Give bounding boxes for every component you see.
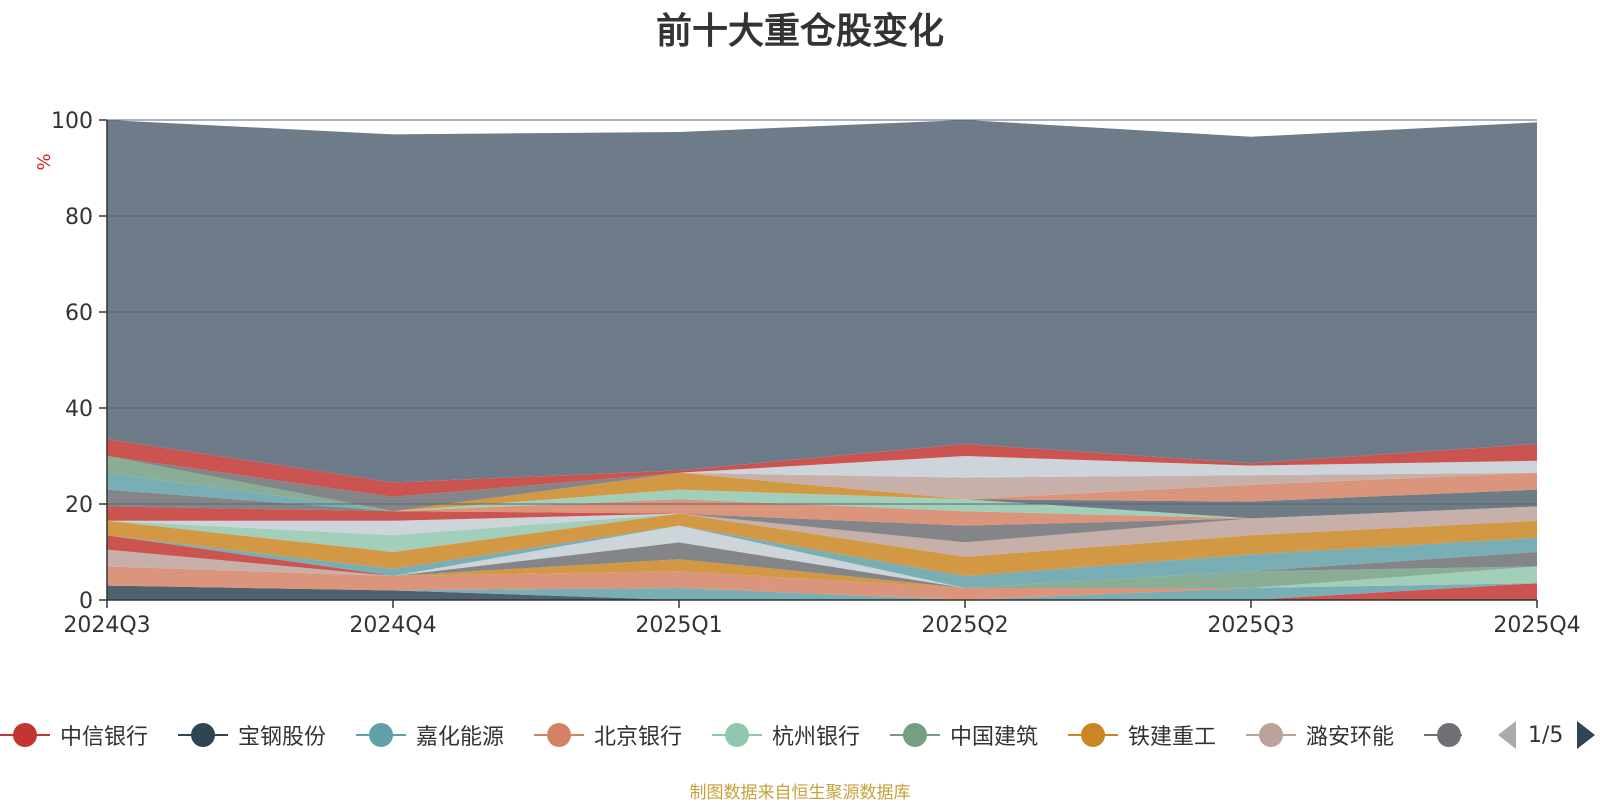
- legend-item[interactable]: 杭州银行: [712, 715, 860, 755]
- y-tick-label: 80: [65, 205, 93, 230]
- legend-page-indicator: 1/5: [1528, 722, 1564, 748]
- legend-marker-icon: [356, 723, 406, 747]
- legend-item[interactable]: 中信银行: [0, 715, 148, 755]
- y-axis-label: %: [34, 153, 55, 170]
- legend-marker-icon: [1246, 723, 1296, 747]
- area-series-16: [107, 506, 1537, 557]
- x-tick-label: 2025Q2: [921, 613, 1008, 638]
- x-tick-label: 2024Q4: [349, 613, 436, 638]
- y-tick-label: 40: [65, 397, 93, 422]
- legend-marker-icon: [1068, 723, 1118, 747]
- axes: 0 20 40 60 80 100 2024Q3 2024Q4 2025Q1 2025Q2 2025…: [34, 109, 1581, 638]
- area-series-20: [107, 506, 1537, 543]
- legend-marker-icon: [890, 723, 940, 747]
- legend-marker-icon: [534, 723, 584, 747]
- legend-label: 潞安环能: [1306, 725, 1395, 750]
- area-series-34: [107, 120, 1537, 483]
- area-series-3: [107, 583, 1537, 600]
- legend-items: 中信银行 宝钢股份 嘉化能源 北京银行 杭州银行 中国建筑 铁建重工 潞安环能 美: [0, 715, 1462, 755]
- area-series-28: [107, 472, 1537, 512]
- legend-item[interactable]: 宝钢股份: [178, 715, 326, 755]
- area-series-14: [107, 525, 1537, 588]
- legend-pager: 1/5: [1498, 715, 1596, 755]
- area-series-15: [107, 513, 1537, 576]
- x-tick-label: 2024Q3: [63, 613, 150, 638]
- area-series-27: [107, 472, 1537, 512]
- y-tick-label: 0: [79, 589, 93, 614]
- legend-label: 宝钢股份: [238, 725, 327, 750]
- area-series-23: [107, 489, 1537, 526]
- legend-marker-icon: [712, 723, 762, 747]
- x-tick-label: 2025Q3: [1207, 613, 1294, 638]
- legend-marker-icon: [178, 723, 228, 747]
- legend-marker-icon: [0, 723, 50, 747]
- y-tick-label: 100: [51, 109, 93, 134]
- legend-label: 嘉化能源: [416, 725, 505, 750]
- x-tick-label: 2025Q1: [635, 613, 722, 638]
- legend-item[interactable]: 美: [1424, 715, 1462, 755]
- area-series-25: [107, 489, 1537, 519]
- y-tick-label: 60: [65, 301, 93, 326]
- legend-label: 中国建筑: [950, 725, 1039, 750]
- legend-item[interactable]: 嘉化能源: [356, 715, 504, 755]
- legend: 中信银行 宝钢股份 嘉化能源 北京银行 杭州银行 中国建筑 铁建重工 潞安环能 美: [0, 715, 1600, 755]
- legend-label: 铁建重工: [1128, 725, 1217, 750]
- grid-lines: [107, 119, 1537, 505]
- data-source-note: 制图数据来自恒生聚源数据库: [689, 783, 911, 803]
- y-tick-label: 20: [65, 493, 93, 518]
- legend-prev-page-icon[interactable]: [1498, 721, 1516, 749]
- area-series-18: [107, 506, 1537, 552]
- legend-label: 杭州银行: [772, 725, 861, 750]
- area-series-33: [107, 439, 1537, 497]
- chart-title: 前十大重仓股变化: [655, 11, 944, 52]
- legend-marker-icon: [1424, 723, 1462, 747]
- stacked-area-series: [107, 120, 1537, 600]
- legend-label: 中信银行: [60, 725, 149, 750]
- area-series-6: [107, 566, 1537, 588]
- legend-next-page-icon[interactable]: [1577, 721, 1596, 749]
- legend-item[interactable]: 北京银行: [534, 715, 682, 755]
- legend-item[interactable]: 铁建重工: [1068, 715, 1216, 755]
- area-series-32: [107, 456, 1537, 512]
- x-tick-label: 2025Q4: [1493, 613, 1580, 638]
- legend-item[interactable]: 中国建筑: [890, 715, 1038, 755]
- area-series-4: [107, 566, 1537, 600]
- area-series-21: [107, 506, 1537, 543]
- legend-item[interactable]: 潞安环能: [1246, 715, 1394, 755]
- legend-label: 北京银行: [594, 725, 683, 750]
- area-series-1: [107, 583, 1537, 600]
- area-series-2: [107, 583, 1537, 600]
- area-series-29: [107, 456, 1537, 512]
